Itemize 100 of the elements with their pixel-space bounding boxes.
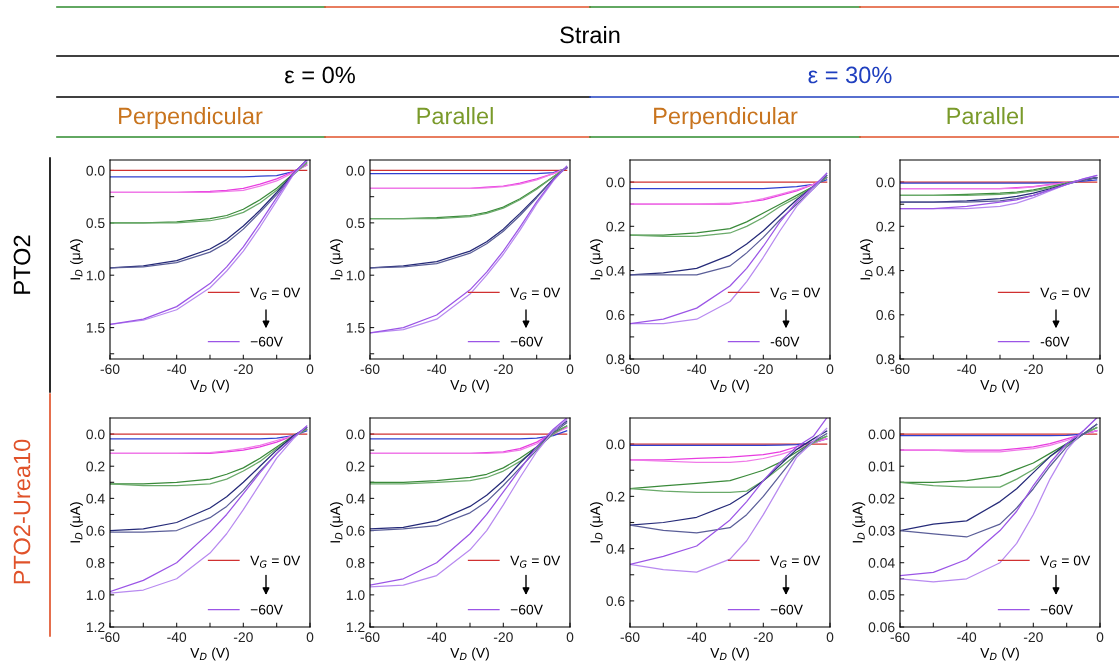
x-axis-title: V$_{D}$ (V) xyxy=(190,647,229,661)
y-tick-label: 1.5 xyxy=(86,323,105,333)
legend-label: −60V xyxy=(250,336,283,347)
y-tick-label: 0.2 xyxy=(346,461,365,472)
x-tick-label: -40 xyxy=(957,632,977,643)
legend-label: −60V xyxy=(510,336,543,347)
x-axis-title: V$_{D}$ (V) xyxy=(450,379,489,393)
x-tick-label: -60 xyxy=(360,632,380,643)
legend-label: V$_{G}$ = 0V xyxy=(510,555,561,568)
x-tick-label: -40 xyxy=(687,632,707,643)
y-tick-label: 0.8 xyxy=(876,354,895,365)
text: Parallel xyxy=(947,107,1023,125)
text: ε = 0% xyxy=(285,66,355,84)
y-tick-label: 0.06 xyxy=(868,622,895,633)
y-tick-label: 0.0 xyxy=(606,439,625,450)
y-tick-label: 0.0 xyxy=(606,177,625,188)
text: PTO2 xyxy=(13,235,31,294)
y-tick-label: 0.0 xyxy=(346,165,365,176)
x-tick-label: 0 xyxy=(1096,364,1104,375)
y-tick-label: 0.4 xyxy=(86,493,105,504)
x-tick-label: -60 xyxy=(100,364,120,375)
y-axis-title: I$_{D}$ (μA) xyxy=(70,239,83,280)
x-tick-label: -20 xyxy=(233,632,253,643)
y-tick-label: 0.4 xyxy=(606,543,625,554)
y-tick-label: 1.0 xyxy=(346,590,365,601)
x-axis-title: V$_{D}$ (V) xyxy=(710,647,749,661)
y-tick-label: 0.2 xyxy=(876,221,895,232)
x-tick-label: -60 xyxy=(890,364,910,375)
x-tick-label: 0 xyxy=(306,364,314,375)
y-tick-label: 0.8 xyxy=(606,354,625,365)
legend-label: −60V xyxy=(510,604,543,615)
x-tick-label: 0 xyxy=(566,364,574,375)
x-tick-label: 0 xyxy=(566,632,574,643)
y-tick-label: 1.0 xyxy=(86,590,105,601)
legend-label: -60V xyxy=(770,336,800,347)
y-axis-title: I$_{D}$ (μA) xyxy=(852,502,866,543)
legend-label: V$_{G}$ = 0V xyxy=(250,555,301,568)
legend-label: -60V xyxy=(1040,336,1070,347)
y-axis-title: I$_{D}$ (μA) xyxy=(590,239,603,280)
x-axis-title: V$_{D}$ (V) xyxy=(980,379,1019,393)
x-axis-title: V$_{D}$ (V) xyxy=(710,379,749,393)
text: Perpendicular xyxy=(654,107,798,130)
text: Strain xyxy=(560,26,620,44)
y-tick-label: 0.8 xyxy=(86,558,105,568)
text: Perpendicular xyxy=(119,107,263,130)
y-tick-label: 0.00 xyxy=(868,429,895,440)
y-tick-label: 0.2 xyxy=(606,221,625,232)
y-tick-label: 0.0 xyxy=(346,429,365,440)
legend-label: −60V xyxy=(1040,604,1073,615)
x-tick-label: -40 xyxy=(427,364,447,375)
x-axis-title: V$_{D}$ (V) xyxy=(190,379,229,393)
x-tick-label: -20 xyxy=(1023,632,1043,643)
x-axis-title: V$_{D}$ (V) xyxy=(450,647,489,661)
x-tick-label: -20 xyxy=(233,364,253,375)
y-axis-title: I$_{D}$ (μA) xyxy=(860,239,873,280)
y-tick-label: 0.03 xyxy=(868,525,895,536)
y-tick-label: 0.0 xyxy=(86,165,105,176)
y-tick-label: 0.8 xyxy=(346,558,365,568)
text: ε = 30% xyxy=(808,66,892,84)
y-axis-title: I$_{D}$ (μA) xyxy=(590,502,603,543)
x-tick-label: 0 xyxy=(306,632,314,643)
y-tick-label: 0.4 xyxy=(346,493,365,504)
y-tick-label: 0.6 xyxy=(606,310,625,320)
y-tick-label: 0.4 xyxy=(606,265,625,276)
x-tick-label: -60 xyxy=(100,632,120,643)
x-tick-label: -60 xyxy=(360,364,380,375)
text: PTO2-Urea10 xyxy=(13,439,31,584)
y-tick-label: 0.01 xyxy=(868,461,895,472)
x-tick-label: -40 xyxy=(427,632,447,643)
y-tick-label: 0.6 xyxy=(876,310,895,320)
x-tick-label: -60 xyxy=(890,632,910,643)
y-tick-label: 0.6 xyxy=(606,596,625,607)
x-tick-label: -40 xyxy=(167,632,187,643)
x-tick-label: -40 xyxy=(167,364,187,375)
legend-label: V$_{G}$ = 0V xyxy=(770,555,821,568)
text: Parallel xyxy=(417,107,493,125)
legend-label: V$_{G}$ = 0V xyxy=(250,287,301,300)
y-axis-title: I$_{D}$ (μA) xyxy=(330,502,343,543)
y-tick-label: 0.5 xyxy=(86,218,105,229)
legend-label: V$_{G}$ = 0V xyxy=(510,287,561,300)
x-tick-label: -40 xyxy=(957,364,977,375)
legend-label: V$_{G}$ = 0V xyxy=(1040,555,1091,568)
x-tick-label: -20 xyxy=(753,632,773,643)
y-axis-title: I$_{D}$ (μA) xyxy=(330,239,343,280)
legend-label: V$_{G}$ = 0V xyxy=(1040,287,1091,300)
y-tick-label: 0.2 xyxy=(86,461,105,472)
y-tick-label: 1.2 xyxy=(346,622,365,633)
y-tick-label: 0.04 xyxy=(868,558,895,568)
x-tick-label: -20 xyxy=(753,364,773,375)
y-tick-label: 1.2 xyxy=(86,622,105,633)
y-tick-label: 0.02 xyxy=(868,493,895,504)
y-tick-label: 1.0 xyxy=(346,270,365,281)
x-axis-title: V$_{D}$ (V) xyxy=(980,647,1019,661)
x-tick-label: -20 xyxy=(493,364,513,375)
x-tick-label: 0 xyxy=(1096,632,1104,643)
legend-label: V$_{G}$ = 0V xyxy=(770,287,821,300)
y-tick-label: 1.0 xyxy=(86,270,105,281)
y-tick-label: 0.0 xyxy=(876,177,895,188)
legend-label: −60V xyxy=(250,604,283,615)
x-tick-label: 0 xyxy=(826,632,834,643)
